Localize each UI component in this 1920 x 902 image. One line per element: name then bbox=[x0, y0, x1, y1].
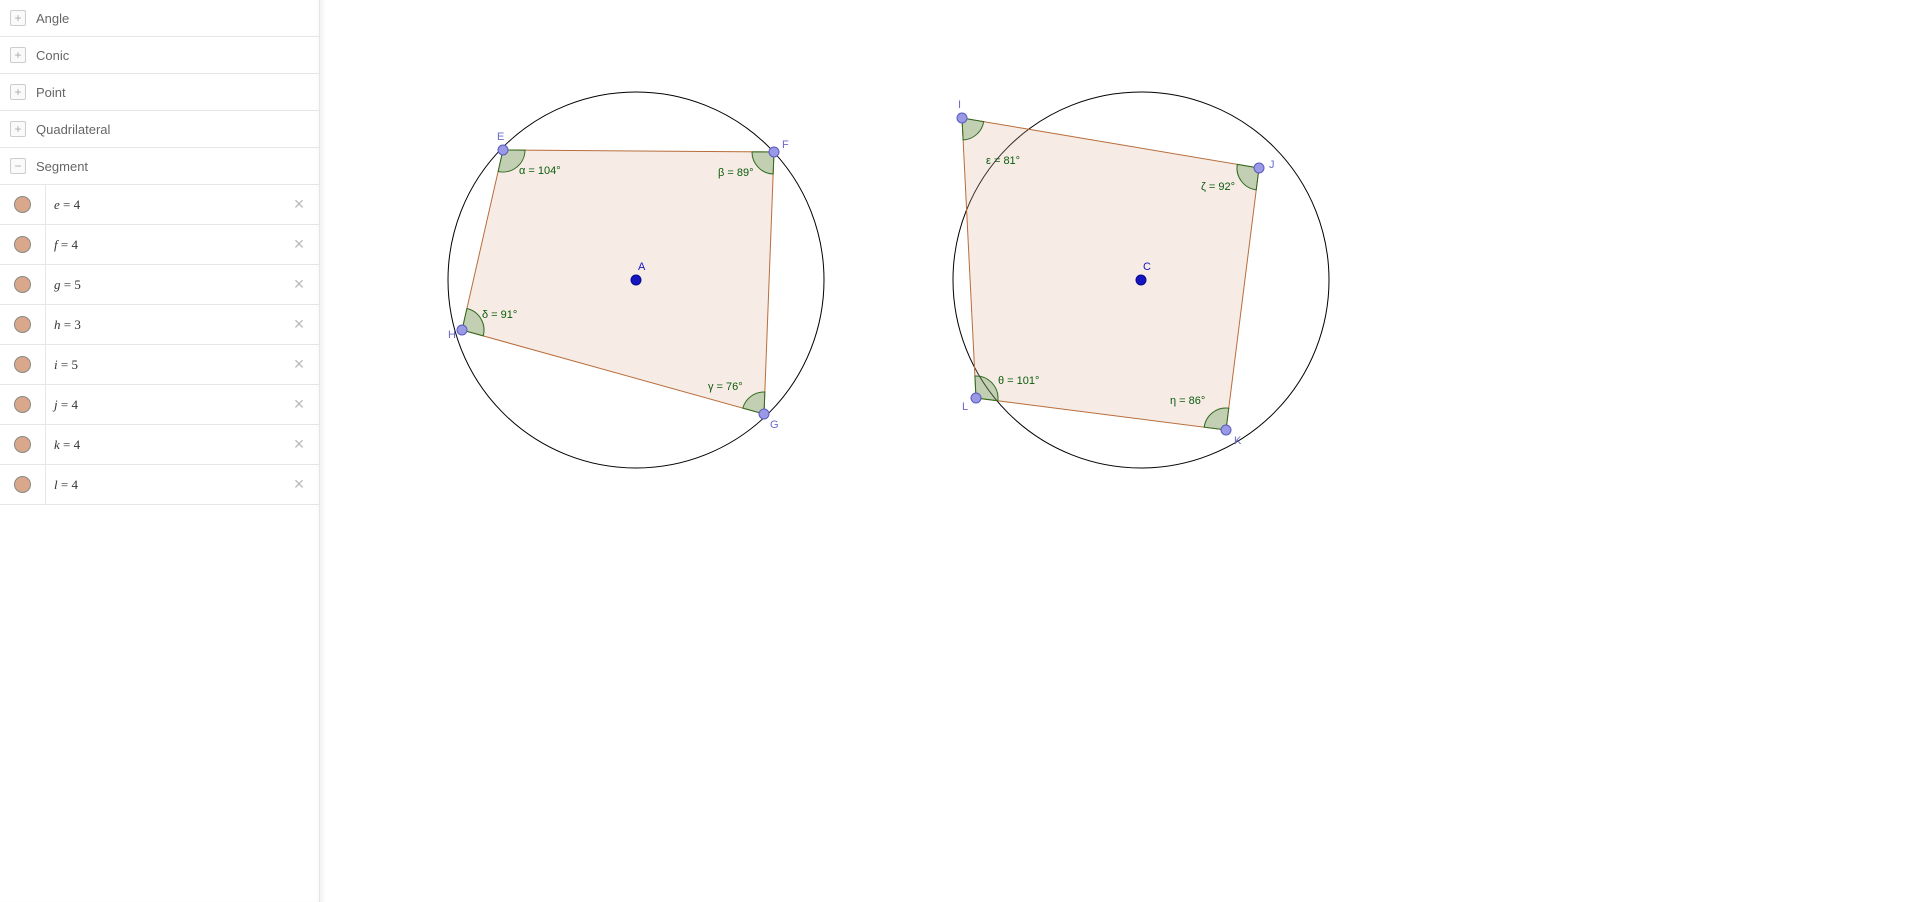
visibility-dot-icon bbox=[14, 196, 31, 213]
vertex-label: K bbox=[1234, 435, 1242, 447]
visibility-toggle[interactable] bbox=[0, 425, 46, 464]
angle-label: ζ = 92° bbox=[1201, 181, 1235, 193]
delete-button[interactable]: × bbox=[279, 274, 319, 295]
delete-button[interactable]: × bbox=[279, 394, 319, 415]
segment-definition[interactable]: e = 4 bbox=[46, 197, 279, 213]
close-icon: × bbox=[294, 234, 305, 255]
angle-label: β = 89° bbox=[718, 167, 754, 179]
category-row-point[interactable]: + Point bbox=[0, 74, 319, 111]
segment-definition[interactable]: g = 5 bbox=[46, 277, 279, 293]
segment-definition[interactable]: j = 4 bbox=[46, 397, 279, 413]
visibility-toggle[interactable] bbox=[0, 305, 46, 344]
segment-row[interactable]: i = 5 × bbox=[0, 345, 319, 385]
center-label: A bbox=[638, 261, 646, 273]
construction-svg: α = 104° β = 89° γ = 76° δ = 91° A E F G Hε = 81… bbox=[326, 0, 1920, 902]
angle-label: δ = 91° bbox=[482, 309, 517, 321]
vertex-point[interactable] bbox=[957, 113, 967, 123]
close-icon: × bbox=[294, 314, 305, 335]
angle-label: η = 86° bbox=[1170, 395, 1205, 407]
delete-button[interactable]: × bbox=[279, 234, 319, 255]
visibility-toggle[interactable] bbox=[0, 225, 46, 264]
segment-definition[interactable]: h = 3 bbox=[46, 317, 279, 333]
delete-button[interactable]: × bbox=[279, 354, 319, 375]
segment-row[interactable]: f = 4 × bbox=[0, 225, 319, 265]
category-label: Quadrilateral bbox=[36, 122, 110, 137]
visibility-dot-icon bbox=[14, 396, 31, 413]
vertex-point[interactable] bbox=[1254, 163, 1264, 173]
angle-label: γ = 76° bbox=[708, 381, 743, 393]
vertex-point[interactable] bbox=[971, 393, 981, 403]
vertex-point[interactable] bbox=[769, 147, 779, 157]
visibility-toggle[interactable] bbox=[0, 345, 46, 384]
close-icon: × bbox=[294, 394, 305, 415]
vertex-label: G bbox=[770, 419, 779, 431]
close-icon: × bbox=[294, 194, 305, 215]
delete-button[interactable]: × bbox=[279, 474, 319, 495]
segment-definition[interactable]: f = 4 bbox=[46, 237, 279, 253]
close-icon: × bbox=[294, 354, 305, 375]
vertex-point[interactable] bbox=[759, 409, 769, 419]
visibility-dot-icon bbox=[14, 276, 31, 293]
vertex-point[interactable] bbox=[457, 325, 467, 335]
segment-definition[interactable]: l = 4 bbox=[46, 477, 279, 493]
collapse-icon[interactable]: − bbox=[10, 158, 26, 174]
figure-fig1: α = 104° β = 89° γ = 76° δ = 91° A E F G H bbox=[448, 92, 824, 468]
close-icon: × bbox=[294, 274, 305, 295]
angle-label: ε = 81° bbox=[986, 155, 1020, 167]
angle-label: α = 104° bbox=[519, 165, 561, 177]
segment-row[interactable]: k = 4 × bbox=[0, 425, 319, 465]
category-row-segment[interactable]: −Segment bbox=[0, 148, 319, 185]
segment-row[interactable]: j = 4 × bbox=[0, 385, 319, 425]
close-icon: × bbox=[294, 434, 305, 455]
vertex-label: E bbox=[497, 131, 504, 143]
expand-icon[interactable]: + bbox=[10, 121, 26, 137]
visibility-dot-icon bbox=[14, 236, 31, 253]
visibility-dot-icon bbox=[14, 356, 31, 373]
vertex-point[interactable] bbox=[498, 145, 508, 155]
category-label: Conic bbox=[36, 48, 69, 63]
center-point[interactable] bbox=[631, 275, 641, 285]
vertex-label: I bbox=[958, 99, 961, 111]
segment-row[interactable]: h = 3 × bbox=[0, 305, 319, 345]
vertex-label: J bbox=[1269, 159, 1275, 171]
delete-button[interactable]: × bbox=[279, 314, 319, 335]
quadrilateral[interactable] bbox=[462, 150, 774, 414]
segment-row[interactable]: g = 5 × bbox=[0, 265, 319, 305]
segment-row[interactable]: l = 4 × bbox=[0, 465, 319, 505]
expand-icon[interactable]: + bbox=[10, 10, 26, 26]
visibility-toggle[interactable] bbox=[0, 465, 46, 504]
vertex-label: L bbox=[962, 401, 968, 413]
segment-definition[interactable]: k = 4 bbox=[46, 437, 279, 453]
visibility-toggle[interactable] bbox=[0, 385, 46, 424]
expand-icon[interactable]: + bbox=[10, 47, 26, 63]
expand-icon[interactable]: + bbox=[10, 84, 26, 100]
visibility-dot-icon bbox=[14, 476, 31, 493]
angle-label: θ = 101° bbox=[998, 375, 1039, 387]
delete-button[interactable]: × bbox=[279, 194, 319, 215]
category-label: Point bbox=[36, 85, 66, 100]
delete-button[interactable]: × bbox=[279, 434, 319, 455]
close-icon: × bbox=[294, 474, 305, 495]
graphics-view[interactable]: α = 104° β = 89° γ = 76° δ = 91° A E F G Hε = 81… bbox=[326, 0, 1920, 902]
figure-fig2: ε = 81° ζ = 92° η = 86° θ = 101° C I J K L bbox=[953, 92, 1329, 468]
center-point[interactable] bbox=[1136, 275, 1146, 285]
algebra-panel[interactable]: + Angle + Conic + Point + Quadrilateral −Segment… bbox=[0, 0, 320, 902]
segment-definition[interactable]: i = 5 bbox=[46, 357, 279, 373]
category-row-conic[interactable]: + Conic bbox=[0, 37, 319, 74]
vertex-point[interactable] bbox=[1221, 425, 1231, 435]
vertex-label: H bbox=[448, 329, 456, 341]
visibility-toggle[interactable] bbox=[0, 185, 46, 224]
category-label: Segment bbox=[36, 159, 88, 174]
vertex-label: F bbox=[782, 139, 789, 151]
visibility-dot-icon bbox=[14, 316, 31, 333]
category-label: Angle bbox=[36, 11, 69, 26]
center-label: C bbox=[1143, 261, 1151, 273]
segment-row[interactable]: e = 4 × bbox=[0, 185, 319, 225]
visibility-dot-icon bbox=[14, 436, 31, 453]
category-row-quadrilateral[interactable]: + Quadrilateral bbox=[0, 111, 319, 148]
category-row-angle[interactable]: + Angle bbox=[0, 0, 319, 37]
visibility-toggle[interactable] bbox=[0, 265, 46, 304]
